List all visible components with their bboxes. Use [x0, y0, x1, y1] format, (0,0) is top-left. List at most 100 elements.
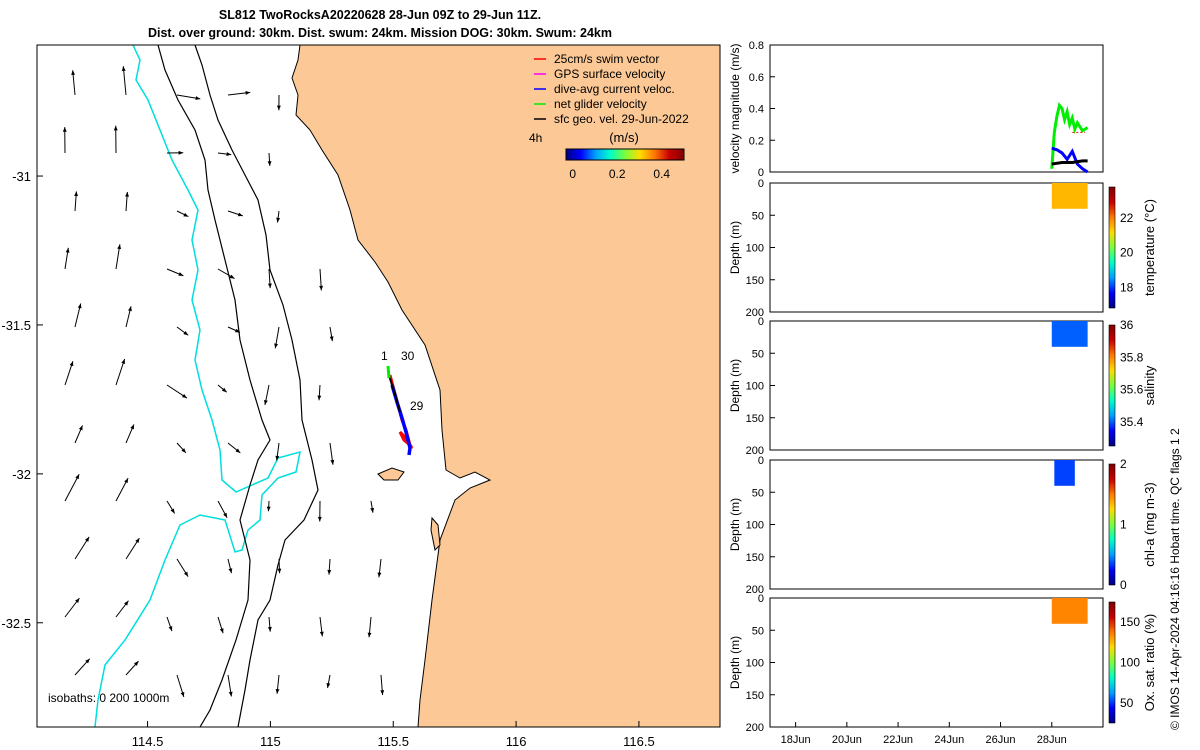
geo-vector-head	[266, 506, 271, 512]
island	[377, 467, 405, 481]
y-tick-label: 0.6	[749, 72, 764, 84]
geo-vector-head	[125, 191, 129, 197]
series-line	[1051, 159, 1088, 166]
geo-vector-head	[195, 96, 201, 101]
map-frame	[36, 44, 721, 728]
colorbar-label: salinity	[1142, 365, 1157, 405]
geo-vector-head	[75, 598, 80, 603]
y-tick-label: 150	[746, 552, 764, 564]
colorbar	[1108, 324, 1116, 447]
geo-vector-head	[276, 105, 281, 111]
geo-vector-head	[330, 459, 335, 465]
track-label-29: 29	[410, 399, 424, 413]
colorbar	[1108, 601, 1116, 724]
y-tick-label: 50	[752, 487, 764, 499]
x-tick-label: 20Jun	[832, 734, 862, 746]
geo-vector-head	[74, 191, 79, 197]
y-tick-label: 200	[746, 445, 764, 457]
geo-vector-head	[237, 212, 243, 217]
data-patch	[1054, 460, 1075, 486]
panel-1: 0 0.2 0.4 0.6 0.8 velocity magnitude (m/s)	[728, 40, 1104, 179]
y-tick-label: 0.8	[749, 40, 764, 52]
y-tick-label: 100	[746, 381, 764, 393]
legend-label: dive-avg current veloc.	[554, 82, 675, 96]
geo-vector-head	[219, 628, 224, 634]
y-tick-label: 200	[746, 307, 764, 319]
isobath-label: isobaths: 0 200 1000m	[48, 691, 169, 705]
legend-label: 25cm/s swim vector	[554, 52, 659, 66]
geo-vector-head	[178, 272, 184, 276]
geo-vector-head	[380, 690, 385, 695]
data-patch	[1051, 183, 1088, 209]
geo-vector-head	[228, 691, 233, 697]
y-tick-label: 0	[758, 455, 764, 467]
geo-vector-head	[275, 688, 280, 694]
geo-vector-head	[275, 455, 280, 461]
data-patch	[1051, 321, 1088, 347]
legend-label: sfc geo. vel. 29-Jun-2022	[554, 112, 689, 126]
colorbar-tick-label: 18	[1120, 280, 1134, 294]
lat-tick-label: -32	[12, 467, 31, 482]
geo-vector-head	[69, 361, 74, 367]
colorbar-side-label: 4h	[529, 131, 542, 145]
geo-vector-head	[329, 336, 334, 342]
data-patch	[1051, 598, 1088, 624]
geo-vector-head	[274, 343, 278, 349]
geo-vector-head	[234, 328, 240, 333]
geo-vector-head	[168, 626, 173, 632]
map-content: 1 30 29 isobaths: 0 200 1000m	[48, 45, 720, 727]
panel-frame	[769, 182, 1104, 313]
y-axis-label: velocity magnitude (m/s)	[728, 43, 742, 173]
lat-tick-label: -32.5	[1, 616, 31, 631]
geo-vector-head	[327, 569, 332, 575]
geo-vector-head	[85, 536, 90, 542]
track-label-30: 30	[401, 349, 415, 363]
geo-vector-head	[178, 150, 184, 155]
x-tick-label: 22Jun	[883, 734, 913, 746]
geo-vector-head	[183, 330, 189, 336]
y-tick-label: 50	[752, 625, 764, 637]
isobath-0	[94, 45, 301, 727]
geo-vector-head	[78, 425, 83, 431]
colorbar-title: (m/s)	[609, 130, 639, 145]
isobath-200	[194, 45, 319, 727]
colorbar-tick-label: 2	[1120, 457, 1127, 471]
geo-vector-head	[181, 393, 187, 399]
geo-vector-head	[370, 507, 375, 513]
y-tick-label: 0.2	[749, 135, 764, 147]
y-axis-label: Depth (m)	[728, 359, 742, 412]
y-tick-label: 150	[746, 690, 764, 702]
y-tick-label: 200	[746, 722, 764, 734]
geo-vector-head	[134, 661, 139, 666]
y-tick-label: 0	[758, 593, 764, 605]
lon-tick-label: 114.5	[132, 734, 164, 749]
geo-vector-head	[183, 212, 189, 217]
colorbar-tick-label: 50	[1120, 696, 1134, 710]
track-line	[387, 371, 401, 413]
x-tick-label: 28Jun	[1037, 734, 1067, 746]
colorbar-tick-label: 20	[1120, 246, 1134, 260]
colorbar-tick-label: 22	[1120, 211, 1134, 225]
colorbar-tick-label: 150	[1120, 615, 1140, 629]
y-tick-label: 100	[746, 520, 764, 532]
copyright-text: © IMOS 14-Apr-2024 04:16:16 Hobart time.…	[1168, 428, 1182, 730]
x-tick-label: 18Jun	[781, 734, 811, 746]
geo-vector-head	[223, 512, 228, 518]
lon-tick-label: 116.5	[623, 734, 655, 749]
y-tick-label: 0	[758, 316, 764, 328]
colorbar-label: Ox. sat. ratio (%)	[1142, 614, 1157, 712]
panel-4: 0 50 100 150 200 Depth (m) 0 1 2 chl-a (mg m-3)	[728, 455, 1157, 596]
legend-label: net glider velocity	[554, 97, 647, 111]
y-tick-label: 50	[752, 210, 764, 222]
land	[291, 45, 720, 727]
lon-tick-label: 115	[260, 734, 281, 749]
geo-vector-head	[180, 691, 185, 697]
geo-vector-head	[377, 572, 382, 578]
series-line	[1051, 146, 1089, 174]
track-label-start: 1	[381, 349, 388, 363]
geo-vector-head	[319, 285, 324, 291]
panel-frame	[769, 459, 1104, 590]
